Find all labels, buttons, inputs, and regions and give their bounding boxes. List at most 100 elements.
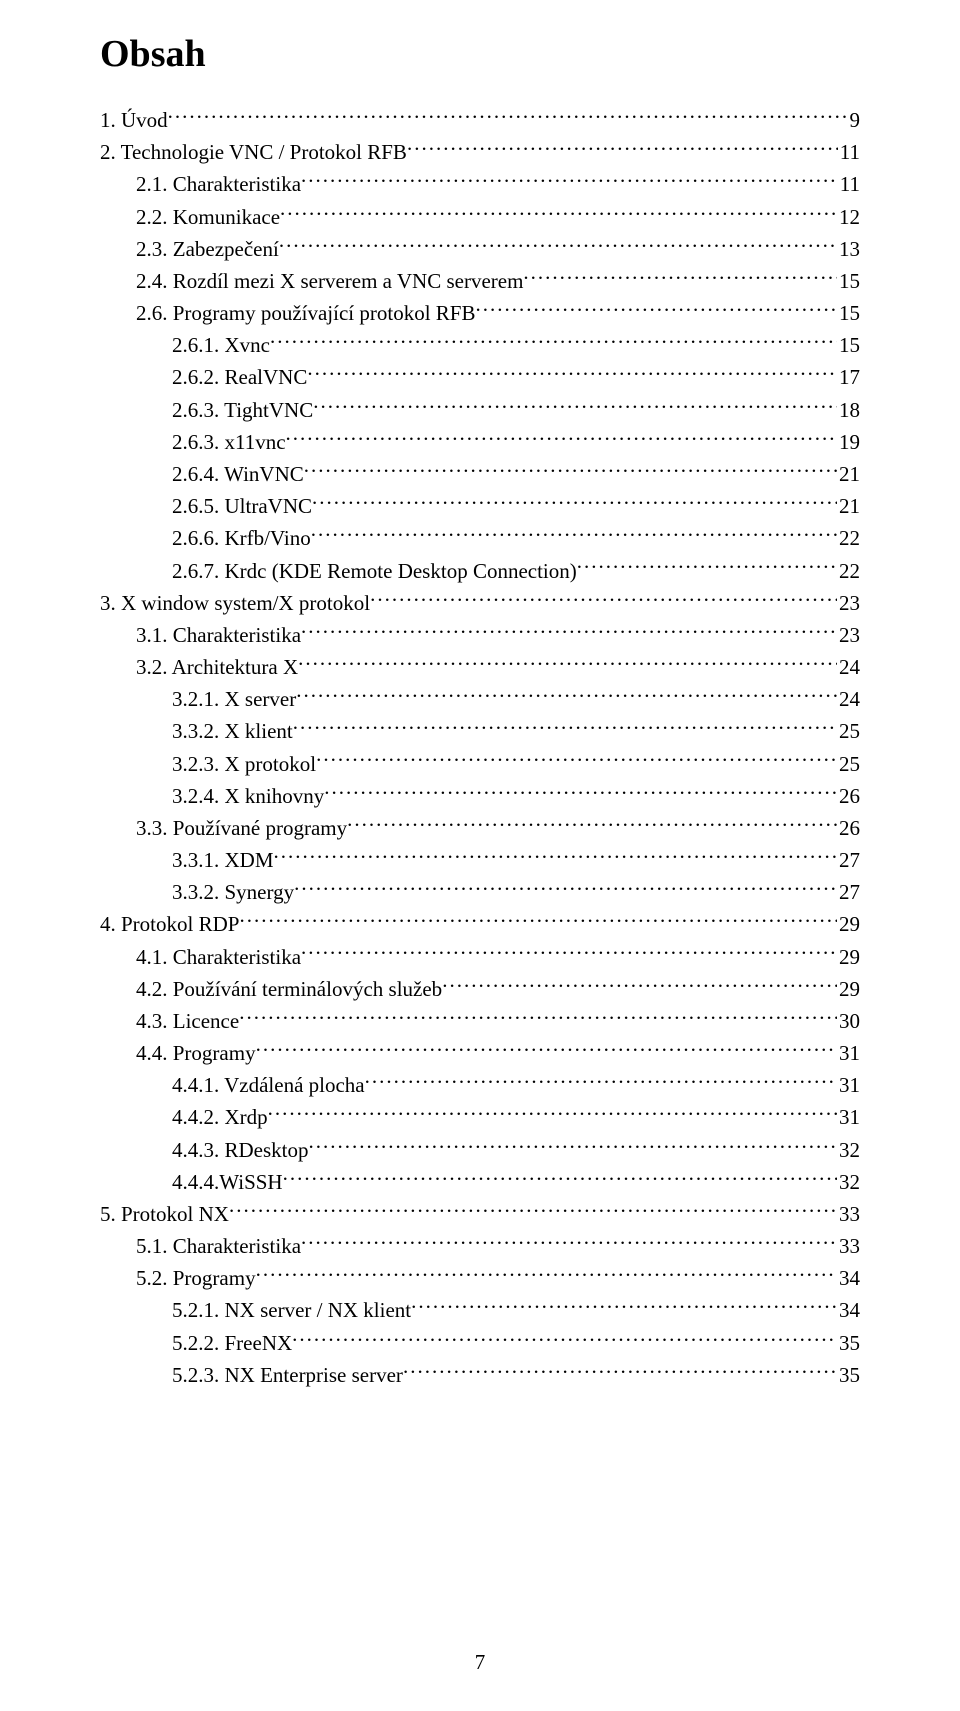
toc-entry-label: 2.6.5. UltraVNC — [172, 491, 312, 522]
toc-entry-label: 4.4.2. Xrdp — [172, 1102, 268, 1133]
toc-entry: 2.6.2. RealVNC 17 — [100, 361, 860, 393]
footer-page-number: 7 — [0, 1650, 960, 1675]
toc-entry-label: 4.2. Používání terminálových služeb — [136, 974, 442, 1005]
toc-leader-dots — [304, 458, 837, 481]
toc-entry-label: 4. Protokol RDP — [100, 909, 239, 940]
toc-entry: 2.6. Programy používající protokol RFB15 — [100, 297, 860, 329]
page-container: Obsah 1. Úvod92. Technologie VNC / Proto… — [0, 0, 960, 1711]
toc-entry-page: 25 — [837, 716, 860, 747]
toc-entry: 2.6.7. Krdc (KDE Remote Desktop Connecti… — [100, 554, 860, 586]
toc-entry: 3.2. Architektura X 24 — [100, 651, 860, 683]
toc-leader-dots — [403, 1359, 837, 1382]
toc-entry-label: 2.6.1. Xvnc — [172, 330, 270, 361]
toc-leader-dots — [312, 490, 837, 513]
toc-entry-page: 29 — [837, 909, 860, 940]
toc-entry-label: 4.4.1. Vzdálená plocha — [172, 1070, 365, 1101]
toc-entry: 4.4.3. RDesktop32 — [100, 1134, 860, 1166]
toc-entry: 3.3.2. X klient 25 — [100, 715, 860, 747]
toc-entry-page: 30 — [837, 1006, 860, 1037]
toc-entry-label: 3.3. Používané programy — [136, 813, 347, 844]
toc-entry-label: 2.6.7. Krdc (KDE Remote Desktop Connecti… — [172, 556, 577, 587]
toc-entry-page: 24 — [837, 652, 860, 683]
toc-leader-dots — [256, 1037, 837, 1060]
toc-leader-dots — [286, 426, 837, 449]
toc-entry-page: 21 — [837, 491, 860, 522]
toc-entry: 3.2.3. X protokol25 — [100, 747, 860, 779]
toc-entry-page: 34 — [837, 1295, 860, 1326]
toc-leader-dots — [283, 1166, 837, 1189]
toc-entry-label: 5.2.1. NX server / NX klient — [172, 1295, 411, 1326]
toc-entry: 5. Protokol NX33 — [100, 1198, 860, 1230]
toc-leader-dots — [293, 715, 837, 738]
toc-list: 1. Úvod92. Technologie VNC / Protokol RF… — [100, 104, 860, 1391]
toc-entry-page: 29 — [837, 974, 860, 1005]
toc-entry-label: 3.2.1. X server — [172, 684, 296, 715]
toc-entry: 5.2.2. FreeNX35 — [100, 1327, 860, 1359]
toc-entry-label: 4.4. Programy — [136, 1038, 256, 1069]
toc-entry-label: 5.2.3. NX Enterprise server — [172, 1360, 403, 1391]
toc-entry: 3.1. Charakteristika 23 — [100, 619, 860, 651]
toc-entry: 5.2.3. NX Enterprise server35 — [100, 1359, 860, 1391]
toc-entry-page: 22 — [837, 523, 860, 554]
toc-leader-dots — [274, 844, 837, 867]
toc-entry-label: 2.6.2. RealVNC — [172, 362, 307, 393]
toc-entry-page: 18 — [837, 395, 860, 426]
toc-entry-page: 17 — [837, 362, 860, 393]
toc-entry-page: 26 — [837, 781, 860, 812]
toc-leader-dots — [239, 908, 837, 931]
toc-leader-dots — [270, 329, 837, 352]
toc-entry-label: 2.6.6. Krfb/Vino — [172, 523, 311, 554]
toc-leader-dots — [316, 747, 837, 770]
toc-leader-dots — [296, 683, 837, 706]
toc-leader-dots — [475, 297, 837, 320]
toc-entry: 2.6.1. Xvnc 15 — [100, 329, 860, 361]
toc-leader-dots — [168, 104, 848, 127]
toc-entry-page: 31 — [837, 1102, 860, 1133]
toc-entry: 2.3. Zabezpečení 13 — [100, 233, 860, 265]
toc-entry-page: 31 — [837, 1038, 860, 1069]
toc-entry-label: 2.3. Zabezpečení — [136, 234, 279, 265]
toc-entry-page: 15 — [837, 330, 860, 361]
toc-entry-page: 23 — [837, 620, 860, 651]
toc-entry: 3.3.2. Synergy 27 — [100, 876, 860, 908]
toc-entry-label: 3.3.2. Synergy — [172, 877, 294, 908]
toc-entry: 5.1. Charakteristika33 — [100, 1230, 860, 1262]
toc-leader-dots — [301, 1230, 837, 1253]
toc-leader-dots — [523, 265, 837, 288]
toc-entry-label: 3.3.2. X klient — [172, 716, 293, 747]
toc-entry: 2.6.4. WinVNC21 — [100, 458, 860, 490]
toc-leader-dots — [256, 1262, 837, 1285]
toc-entry: 3.3. Používané programy26 — [100, 812, 860, 844]
toc-entry-label: 3.1. Charakteristika — [136, 620, 301, 651]
toc-entry-page: 29 — [837, 942, 860, 973]
toc-entry: 2.6.3. x11vnc19 — [100, 426, 860, 458]
toc-leader-dots — [301, 619, 837, 642]
toc-entry-page: 13 — [837, 234, 860, 265]
toc-entry-page: 9 — [848, 105, 861, 136]
toc-leader-dots — [365, 1069, 837, 1092]
toc-entry-label: 5. Protokol NX — [100, 1199, 229, 1230]
toc-entry-page: 34 — [837, 1263, 860, 1294]
toc-leader-dots — [411, 1294, 837, 1317]
toc-entry-page: 11 — [838, 137, 860, 168]
toc-leader-dots — [307, 361, 837, 384]
toc-entry-label: 5.2. Programy — [136, 1263, 256, 1294]
toc-entry-label: 3.2. Architektura X — [136, 652, 298, 683]
toc-entry-label: 1. Úvod — [100, 105, 168, 136]
toc-entry-label: 4.4.4.WiSSH — [172, 1167, 283, 1198]
toc-entry-label: 3.3.1. XDM — [172, 845, 274, 876]
toc-leader-dots — [279, 233, 837, 256]
toc-entry: 2.2. Komunikace12 — [100, 201, 860, 233]
toc-entry-label: 2.4. Rozdíl mezi X serverem a VNC server… — [136, 266, 523, 297]
toc-entry-label: 2.6.3. TightVNC — [172, 395, 313, 426]
toc-entry-page: 12 — [837, 202, 860, 233]
toc-entry-label: 2.6. Programy používající protokol RFB — [136, 298, 475, 329]
toc-leader-dots — [301, 940, 837, 963]
toc-leader-dots — [407, 136, 838, 159]
toc-leader-dots — [577, 554, 837, 577]
toc-entry: 5.2. Programy 34 — [100, 1262, 860, 1294]
toc-entry-label: 4.4.3. RDesktop — [172, 1135, 309, 1166]
toc-entry-page: 15 — [837, 266, 860, 297]
toc-entry-page: 27 — [837, 877, 860, 908]
toc-entry: 3. X window system/X protokol23 — [100, 587, 860, 619]
